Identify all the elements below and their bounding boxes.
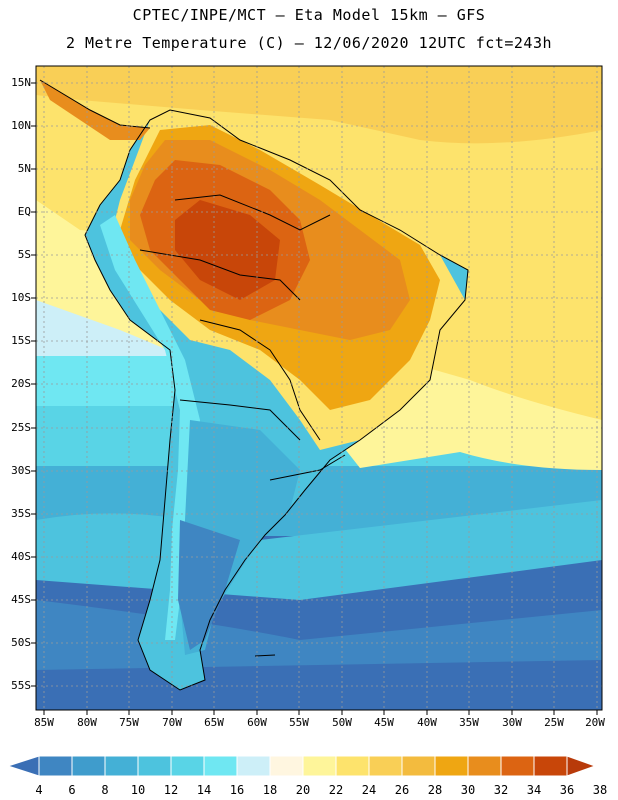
lon-label: 35W xyxy=(459,716,479,729)
lon-label: 70W xyxy=(162,716,182,729)
lon-label: 40W xyxy=(417,716,437,729)
colorbar-cell xyxy=(335,755,370,777)
colorbar-cell xyxy=(500,755,535,777)
lat-label: 5N xyxy=(17,162,31,175)
colorbar-cell xyxy=(203,755,238,777)
colorbar-label: 24 xyxy=(361,783,377,797)
lon-label: 50W xyxy=(332,716,352,729)
lat-label: EQ xyxy=(17,205,31,218)
colorbar-label: 36 xyxy=(559,783,575,797)
colorbar-cell xyxy=(467,755,502,777)
colorbar-cell xyxy=(269,755,304,777)
lon-label: 80W xyxy=(77,716,97,729)
colorbar-label: 20 xyxy=(295,783,311,797)
colorbar-label: 28 xyxy=(427,783,443,797)
lat-label: 15N xyxy=(11,76,31,89)
colorbar-cell xyxy=(104,755,139,777)
colorbar-label: 6 xyxy=(68,783,76,797)
lat-label: 35S xyxy=(11,507,31,520)
lat-label: 50S xyxy=(11,636,31,649)
colorbar-label: 4 xyxy=(35,783,43,797)
lat-label: 10S xyxy=(11,291,31,304)
colorbar-label: 38 xyxy=(592,783,608,797)
colorbar-cell xyxy=(71,755,106,777)
colorbar-arrow-high xyxy=(566,755,597,777)
colorbar-cell xyxy=(533,755,568,777)
colorbar-cell xyxy=(302,755,337,777)
colorbar-label: 32 xyxy=(493,783,509,797)
lon-label: 60W xyxy=(247,716,267,729)
colorbar-label: 26 xyxy=(394,783,410,797)
lon-label: 65W xyxy=(204,716,224,729)
colorbar-label: 14 xyxy=(196,783,212,797)
colorbar-cell xyxy=(38,755,73,777)
lon-label: 20W xyxy=(585,716,605,729)
lat-label: 5S xyxy=(17,248,31,261)
colorbar-label: 16 xyxy=(229,783,245,797)
colorbar-cell xyxy=(434,755,469,777)
lon-label: 30W xyxy=(502,716,522,729)
lat-label: 40S xyxy=(11,550,31,563)
lat-label: 15S xyxy=(11,334,31,347)
lat-label: 45S xyxy=(11,593,31,606)
colorbar-label: 22 xyxy=(328,783,344,797)
colorbar-cell xyxy=(137,755,172,777)
colorbar-cell xyxy=(170,755,205,777)
colorbar-cell xyxy=(401,755,436,777)
colorbar-label: 30 xyxy=(460,783,476,797)
temperature-colorbar xyxy=(6,755,597,777)
colorbar-cell xyxy=(368,755,403,777)
colorbar-label: 12 xyxy=(163,783,179,797)
colorbar-label: 18 xyxy=(262,783,278,797)
lat-label: 10N xyxy=(11,119,31,132)
lat-label: 30S xyxy=(11,464,31,477)
colorbar-arrow-low xyxy=(6,755,40,777)
lon-label: 45W xyxy=(374,716,394,729)
colorbar-label: 8 xyxy=(101,783,109,797)
lon-label: 85W xyxy=(34,716,54,729)
lat-label: 55S xyxy=(11,679,31,692)
colorbar-label: 10 xyxy=(130,783,146,797)
colorbar-label: 34 xyxy=(526,783,542,797)
lon-label: 55W xyxy=(289,716,309,729)
title-line-1: CPTEC/INPE/MCT – Eta Model 15km – GFS xyxy=(132,6,486,24)
colorbar-cell xyxy=(236,755,271,777)
title-line-2: 2 Metre Temperature (C) – 12/06/2020 12U… xyxy=(65,34,553,52)
lat-label: 20S xyxy=(11,377,31,390)
lon-label: 75W xyxy=(119,716,139,729)
lat-label: 25S xyxy=(11,421,31,434)
lon-label: 25W xyxy=(544,716,564,729)
